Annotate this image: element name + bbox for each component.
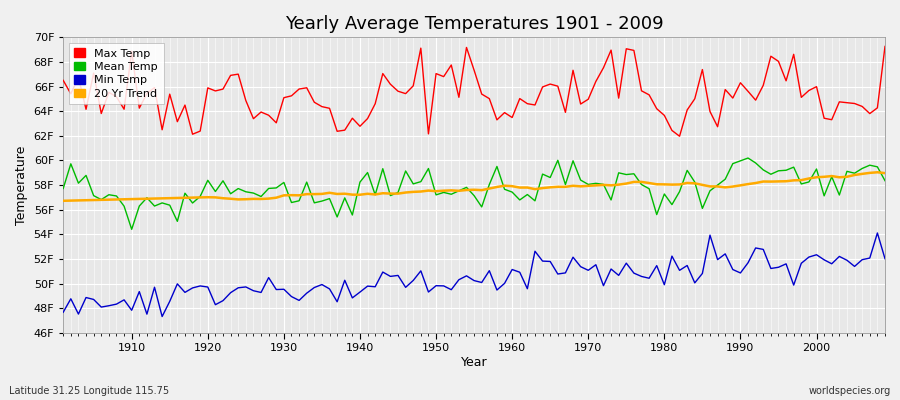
Text: Latitude 31.25 Longitude 115.75: Latitude 31.25 Longitude 115.75 bbox=[9, 386, 169, 396]
Legend: Max Temp, Mean Temp, Min Temp, 20 Yr Trend: Max Temp, Mean Temp, Min Temp, 20 Yr Tre… bbox=[68, 43, 164, 104]
Y-axis label: Temperature: Temperature bbox=[15, 145, 28, 225]
Title: Yearly Average Temperatures 1901 - 2009: Yearly Average Temperatures 1901 - 2009 bbox=[284, 15, 663, 33]
Text: worldspecies.org: worldspecies.org bbox=[809, 386, 891, 396]
X-axis label: Year: Year bbox=[461, 356, 488, 369]
